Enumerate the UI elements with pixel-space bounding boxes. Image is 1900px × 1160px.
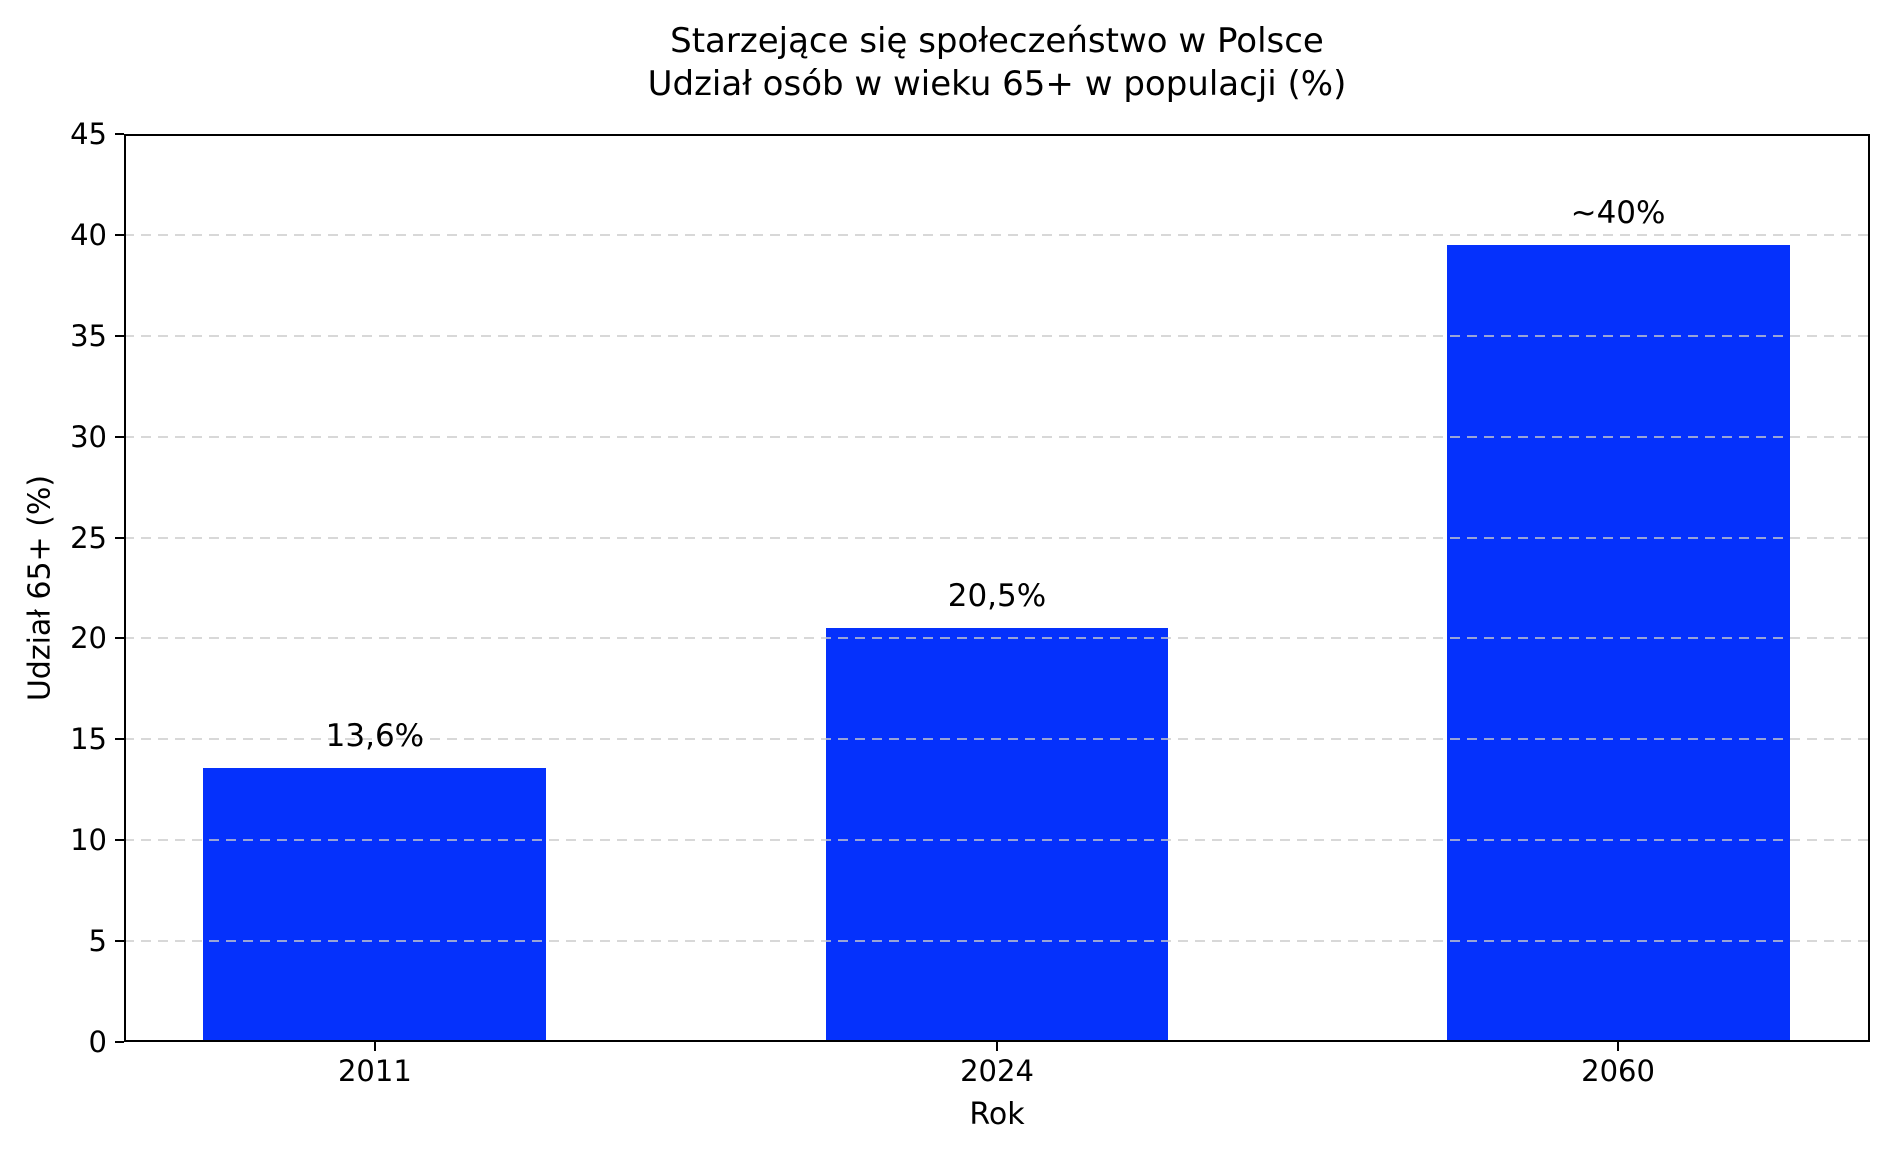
x-tick-label-2060: 2060: [1581, 1054, 1655, 1088]
y-tick-label-25: 25: [70, 520, 107, 555]
y-tick-label-30: 30: [70, 419, 107, 454]
gridline-5: [124, 940, 1870, 943]
bar-2024: [825, 628, 1169, 1042]
chart-subtitle: Udział osób w wieku 65+ w populacji (%): [647, 64, 1347, 104]
y-tick-label-5: 5: [88, 924, 107, 959]
chart-title-block: Starzejące się społeczeństwo w Polsce Ud…: [124, 20, 1870, 106]
x-tick-label-2011: 2011: [337, 1054, 412, 1088]
y-tick-5: [115, 940, 124, 943]
axis-spine-left: [124, 134, 126, 1042]
gridline-10: [124, 839, 1870, 842]
bar-2060: [1446, 244, 1790, 1042]
bar-value-label-2024: 20,5%: [947, 578, 1047, 615]
gridline-30: [124, 435, 1870, 438]
x-tick-2060: [1617, 1042, 1620, 1051]
gridline-20: [124, 637, 1870, 640]
chart-title: Starzejące się społeczeństwo w Polsce: [670, 21, 1324, 61]
y-tick-label-10: 10: [70, 823, 107, 858]
y-tick-35: [115, 334, 124, 337]
y-tick-15: [115, 738, 124, 741]
x-tick-2024: [996, 1042, 998, 1051]
y-tick-10: [115, 839, 124, 842]
y-tick-label-15: 15: [70, 722, 107, 757]
bar-2011: [203, 767, 547, 1042]
y-tick-30: [115, 435, 124, 438]
bar-value-label-2011: 13,6%: [325, 717, 425, 754]
y-tick-20: [115, 637, 124, 640]
plot-area: 13,6% 20,5% ~40%: [124, 134, 1870, 1042]
y-tick-label-35: 35: [70, 318, 107, 353]
x-axis-label: Rok: [969, 1097, 1025, 1132]
y-tick-45: [115, 133, 124, 135]
y-tick-25: [115, 536, 124, 539]
y-axis-label: Udział 65+ (%): [22, 474, 58, 702]
gridline-40: [124, 233, 1870, 236]
y-tick-label-0: 0: [88, 1025, 107, 1059]
y-tick-label-20: 20: [70, 621, 107, 656]
axis-spine-right: [1868, 134, 1870, 1042]
axis-spine-bottom: [124, 1040, 1870, 1042]
bar-value-label-2060: ~40%: [1570, 194, 1666, 231]
y-tick-label-40: 40: [70, 217, 107, 252]
y-tick-0: [115, 1041, 124, 1043]
x-tick-label-2024: 2024: [960, 1054, 1034, 1088]
gridline-35: [124, 334, 1870, 337]
x-tick-2011: [373, 1042, 376, 1051]
gridline-25: [124, 536, 1870, 539]
gridline-15: [124, 738, 1870, 741]
y-tick-label-45: 45: [70, 117, 107, 151]
y-tick-40: [115, 233, 124, 236]
axis-spine-top: [124, 134, 1870, 136]
